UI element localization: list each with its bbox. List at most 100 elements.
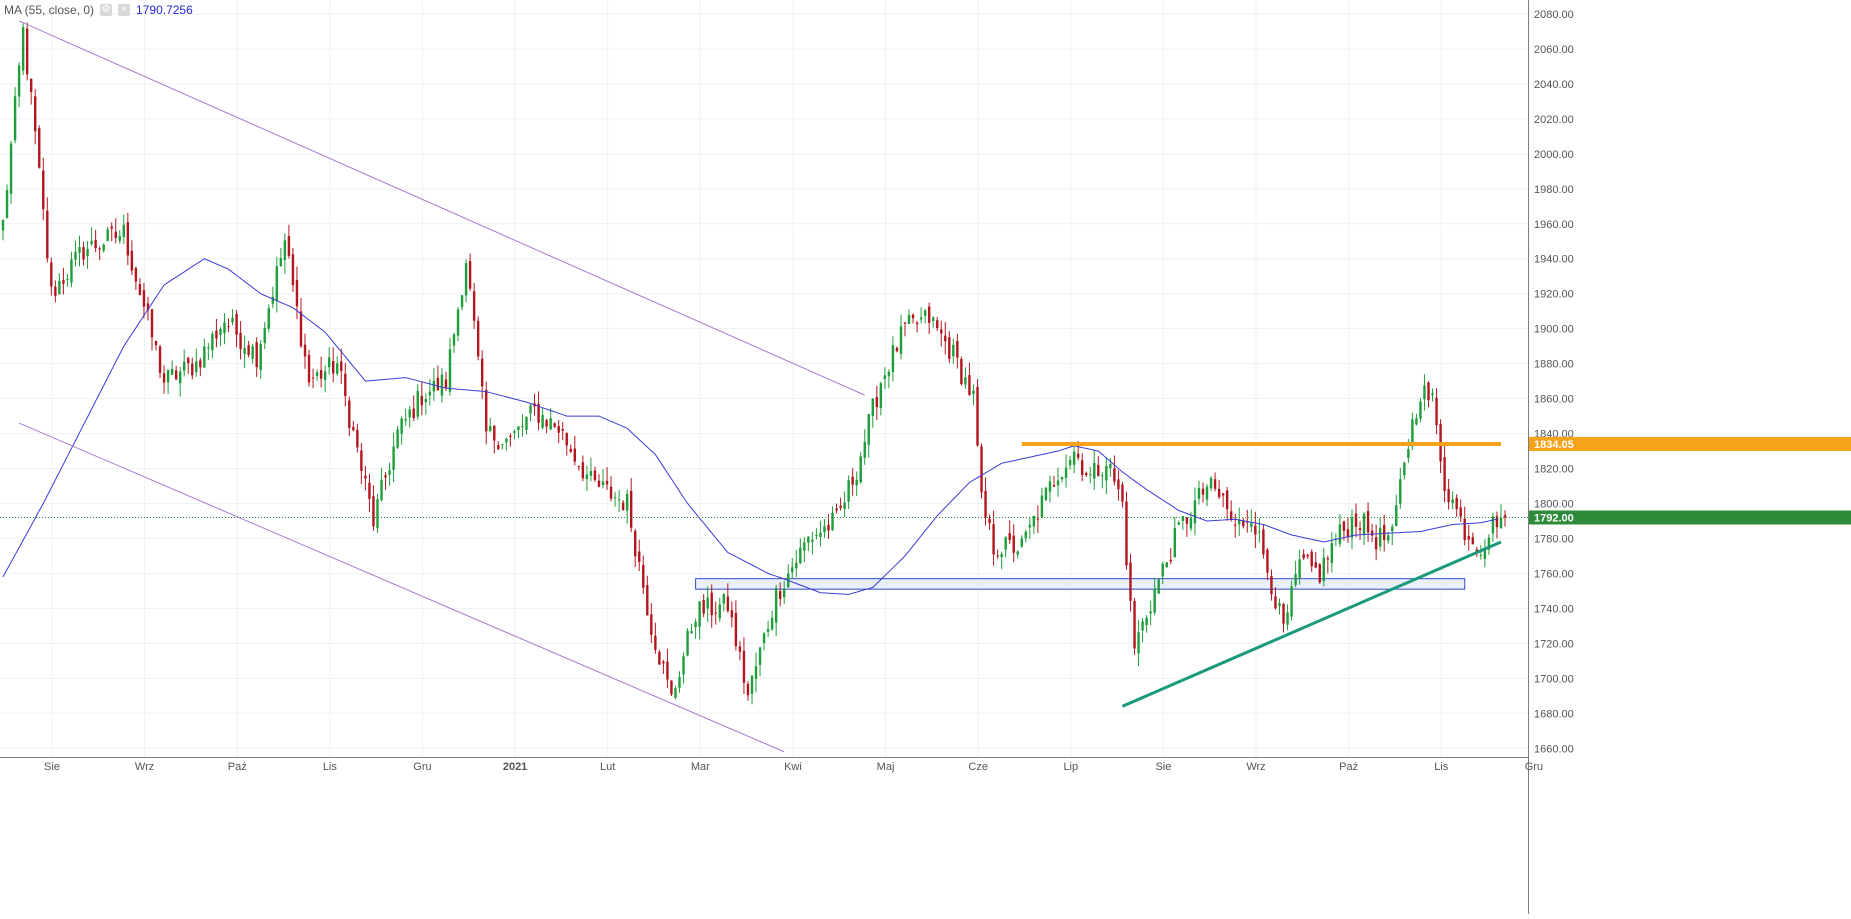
candle-body xyxy=(264,328,266,343)
close-icon[interactable]: × xyxy=(118,4,130,16)
candle-body xyxy=(1387,535,1389,540)
candle-body xyxy=(968,375,970,395)
candle-body xyxy=(1355,513,1357,526)
candle-body xyxy=(1113,468,1115,481)
candle-body xyxy=(203,346,205,367)
candle-body xyxy=(964,377,966,384)
candle-body xyxy=(650,614,652,635)
candle-body xyxy=(763,633,765,643)
candle-body xyxy=(272,297,274,304)
candle-body xyxy=(884,375,886,379)
candle-body xyxy=(1085,473,1087,475)
candle-body xyxy=(896,348,898,351)
candle-body xyxy=(509,436,511,437)
candle-body xyxy=(1025,532,1027,538)
candle-body xyxy=(215,331,217,339)
candle-body xyxy=(1186,518,1188,524)
candle-body xyxy=(1282,604,1284,624)
candle-body xyxy=(119,236,121,241)
candle-body xyxy=(618,499,620,500)
candle-body xyxy=(1254,526,1256,535)
candle-body xyxy=(996,555,998,556)
candle-body xyxy=(686,631,688,656)
candle-body xyxy=(445,379,447,387)
settings-icon[interactable]: ⚙ xyxy=(100,4,112,16)
candle-body xyxy=(1323,557,1325,581)
candle-body xyxy=(441,375,443,396)
candle-body xyxy=(827,525,829,531)
candle-body xyxy=(864,442,866,458)
candle-body xyxy=(719,605,721,619)
candle-body xyxy=(1166,562,1168,567)
candle-body xyxy=(872,399,874,416)
candle-body xyxy=(6,190,8,218)
candle-body xyxy=(920,318,922,320)
candle-body xyxy=(54,287,56,296)
candle-body xyxy=(1419,401,1421,418)
candle-body xyxy=(1037,519,1039,520)
candle-body xyxy=(775,588,777,623)
candle-body xyxy=(1053,485,1055,486)
candle-body xyxy=(594,471,596,480)
candle-body xyxy=(372,496,374,526)
price-tick-label: 1740.00 xyxy=(1534,603,1574,615)
candle-body xyxy=(952,345,954,356)
candle-body xyxy=(1004,537,1006,549)
candle-body xyxy=(908,315,910,324)
candle-body xyxy=(38,128,40,168)
candle-body xyxy=(26,28,28,74)
candle-body xyxy=(1403,463,1405,476)
indicator-value: 1790.7256 xyxy=(136,3,193,17)
candle-body xyxy=(1383,525,1385,540)
candle-body xyxy=(1202,489,1204,495)
candle-body xyxy=(549,418,551,429)
candle-body xyxy=(666,662,668,680)
candle-body xyxy=(1017,552,1019,555)
support-zone xyxy=(696,579,1465,589)
candle-body xyxy=(1105,466,1107,481)
candle-body xyxy=(1359,528,1361,530)
candle-body xyxy=(1343,521,1345,531)
candle-body xyxy=(1182,516,1184,521)
candle-body xyxy=(151,309,153,337)
candle-body xyxy=(578,466,580,467)
candle-body xyxy=(413,409,415,418)
candle-body xyxy=(1286,612,1288,624)
candle-body xyxy=(1097,465,1099,476)
price-axis[interactable]: 1660.001680.001700.001720.001740.001760.… xyxy=(1529,0,1851,914)
candle-body xyxy=(932,317,934,321)
candle-body xyxy=(1327,558,1329,559)
price-tick-label: 2040.00 xyxy=(1534,79,1574,91)
candle-body xyxy=(1391,527,1393,531)
candle-body xyxy=(682,656,684,674)
candle-body xyxy=(1210,478,1212,488)
candle-body xyxy=(332,361,334,373)
candle-body xyxy=(115,232,117,238)
candle-body xyxy=(396,429,398,447)
candle-body xyxy=(276,266,278,301)
candle-body xyxy=(46,211,48,259)
candle-body xyxy=(42,171,44,210)
candle-body xyxy=(904,323,906,324)
candle-body xyxy=(324,371,326,379)
candle-body xyxy=(731,610,733,617)
candle-body xyxy=(751,676,753,694)
candle-body xyxy=(1033,516,1035,526)
candle-body xyxy=(1198,488,1200,499)
candle-body xyxy=(1145,618,1147,625)
candle-body xyxy=(1065,468,1067,478)
candle-body xyxy=(1492,516,1494,533)
candle-body xyxy=(815,535,817,536)
candle-body xyxy=(449,349,451,391)
candle-body xyxy=(1435,398,1437,425)
candle-body xyxy=(876,397,878,407)
time-tick-label: Wrz xyxy=(1246,761,1265,773)
candle-body xyxy=(123,225,125,237)
candle-body xyxy=(1407,449,1409,458)
candle-body xyxy=(1057,480,1059,485)
candle-body xyxy=(1351,517,1353,537)
price-tick-label: 1960.00 xyxy=(1534,219,1574,231)
